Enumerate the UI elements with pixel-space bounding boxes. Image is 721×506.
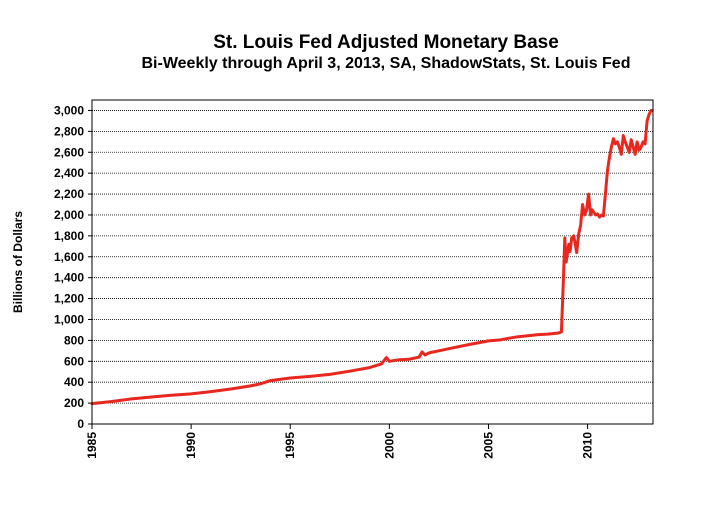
x-tick-label: 2005 xyxy=(481,432,495,459)
plot-border xyxy=(91,99,654,425)
x-tick-label: 2010 xyxy=(581,432,595,459)
chart-title: St. Louis Fed Adjusted Monetary Base xyxy=(213,32,559,53)
series-line xyxy=(90,109,654,406)
plot-background xyxy=(92,100,653,424)
y-tick-label: 2,400 xyxy=(54,166,84,180)
y-tick-label: 600 xyxy=(64,354,84,368)
y-tick-label: 1,800 xyxy=(54,229,84,243)
x-tick-label: 1990 xyxy=(184,432,198,459)
grid-lines xyxy=(92,110,653,404)
y-tick-label: 2,800 xyxy=(54,124,84,138)
y-tick-label: 2,000 xyxy=(54,208,84,222)
x-tick-label: 2000 xyxy=(382,432,396,459)
y-tick-label: 0 xyxy=(77,417,84,431)
x-axis-ticks: 1985 1990 1995 2000 2005 2010 xyxy=(85,424,595,459)
x-tick-label: 1995 xyxy=(283,432,297,459)
y-tick-label: 1,000 xyxy=(54,312,84,326)
y-axis-label: Billions of Dollars xyxy=(11,211,25,313)
plot-area: 0 200 400 600 800 1,000 1,200 1,400 1,600 1,800 2,… xyxy=(54,99,654,459)
y-tick-label: 800 xyxy=(64,333,84,347)
y-tick-label: 2,600 xyxy=(54,145,84,159)
x-tick-label: 1985 xyxy=(85,432,99,459)
y-tick-label: 2,200 xyxy=(54,187,84,201)
y-tick-label: 3,000 xyxy=(54,103,84,117)
y-axis-ticks: 0 200 400 600 800 1,000 1,200 1,400 1,600 1,800 2,… xyxy=(54,103,92,431)
y-tick-label: 400 xyxy=(64,375,84,389)
y-tick-label: 1,400 xyxy=(54,271,84,285)
chart-subtitle: Bi-Weekly through April 3, 2013, SA, Sha… xyxy=(142,55,631,72)
y-tick-label: 1,600 xyxy=(54,250,84,264)
y-tick-label: 200 xyxy=(64,396,84,410)
y-tick-label: 1,200 xyxy=(54,292,84,306)
